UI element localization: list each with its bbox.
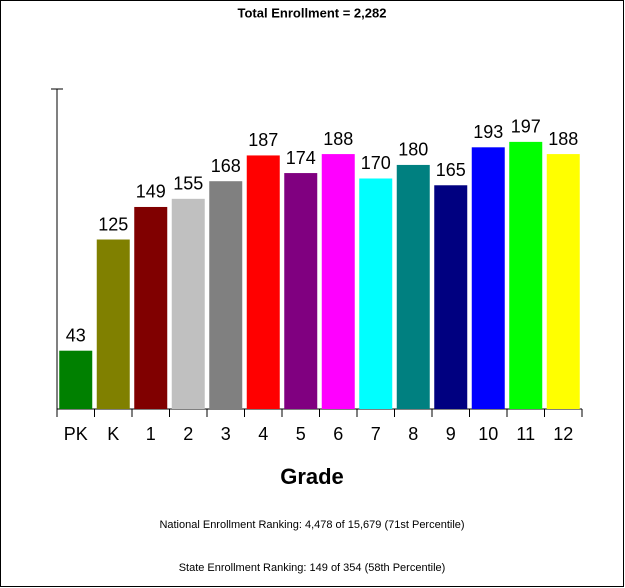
value-label: 193 (473, 122, 503, 142)
x-tick-label: 8 (408, 424, 418, 444)
bar (96, 239, 130, 409)
value-label: 188 (323, 129, 353, 149)
x-tick-label: 9 (446, 424, 456, 444)
note: State Enrollment Ranking: 149 of 354 (58… (179, 562, 446, 574)
x-tick-label: PK (64, 424, 88, 444)
bar (284, 173, 318, 409)
value-label: 168 (211, 156, 241, 176)
x-tick-label: 11 (516, 424, 535, 444)
bar (171, 198, 205, 409)
bar (396, 164, 430, 409)
x-tick-label: 12 (553, 424, 573, 444)
value-label: 165 (436, 160, 466, 180)
bar (434, 185, 468, 409)
value-label: 174 (286, 148, 316, 168)
bar (321, 154, 355, 409)
value-label: 180 (398, 140, 428, 160)
value-label: 170 (361, 153, 391, 173)
bar (359, 178, 393, 409)
bar (471, 147, 505, 409)
chart-title: Total Enrollment = 2,282 (238, 5, 387, 20)
value-label: 155 (173, 174, 203, 194)
value-label: 187 (248, 130, 278, 150)
x-tick-label: K (107, 424, 119, 444)
x-tick-label: 3 (221, 424, 231, 444)
bar (246, 155, 280, 409)
bar (546, 154, 580, 409)
value-label: 125 (98, 214, 128, 234)
x-tick-label: 1 (146, 424, 156, 444)
note: National Enrollment Ranking: 4,478 of 15… (159, 519, 464, 531)
x-tick-label: 5 (296, 424, 306, 444)
x-tick-label: 7 (371, 424, 381, 444)
x-tick-label: 4 (258, 424, 268, 444)
x-tick-label: 6 (333, 424, 343, 444)
x-axis-label: Grade (280, 464, 344, 489)
bar (134, 206, 168, 409)
bar (59, 350, 93, 409)
value-label: 197 (511, 117, 541, 137)
value-label: 149 (136, 182, 166, 202)
bar (209, 181, 243, 409)
bar (509, 141, 543, 410)
value-label: 43 (66, 325, 86, 345)
x-tick-label: 10 (478, 424, 498, 444)
x-tick-label: 2 (183, 424, 193, 444)
value-label: 188 (548, 129, 578, 149)
